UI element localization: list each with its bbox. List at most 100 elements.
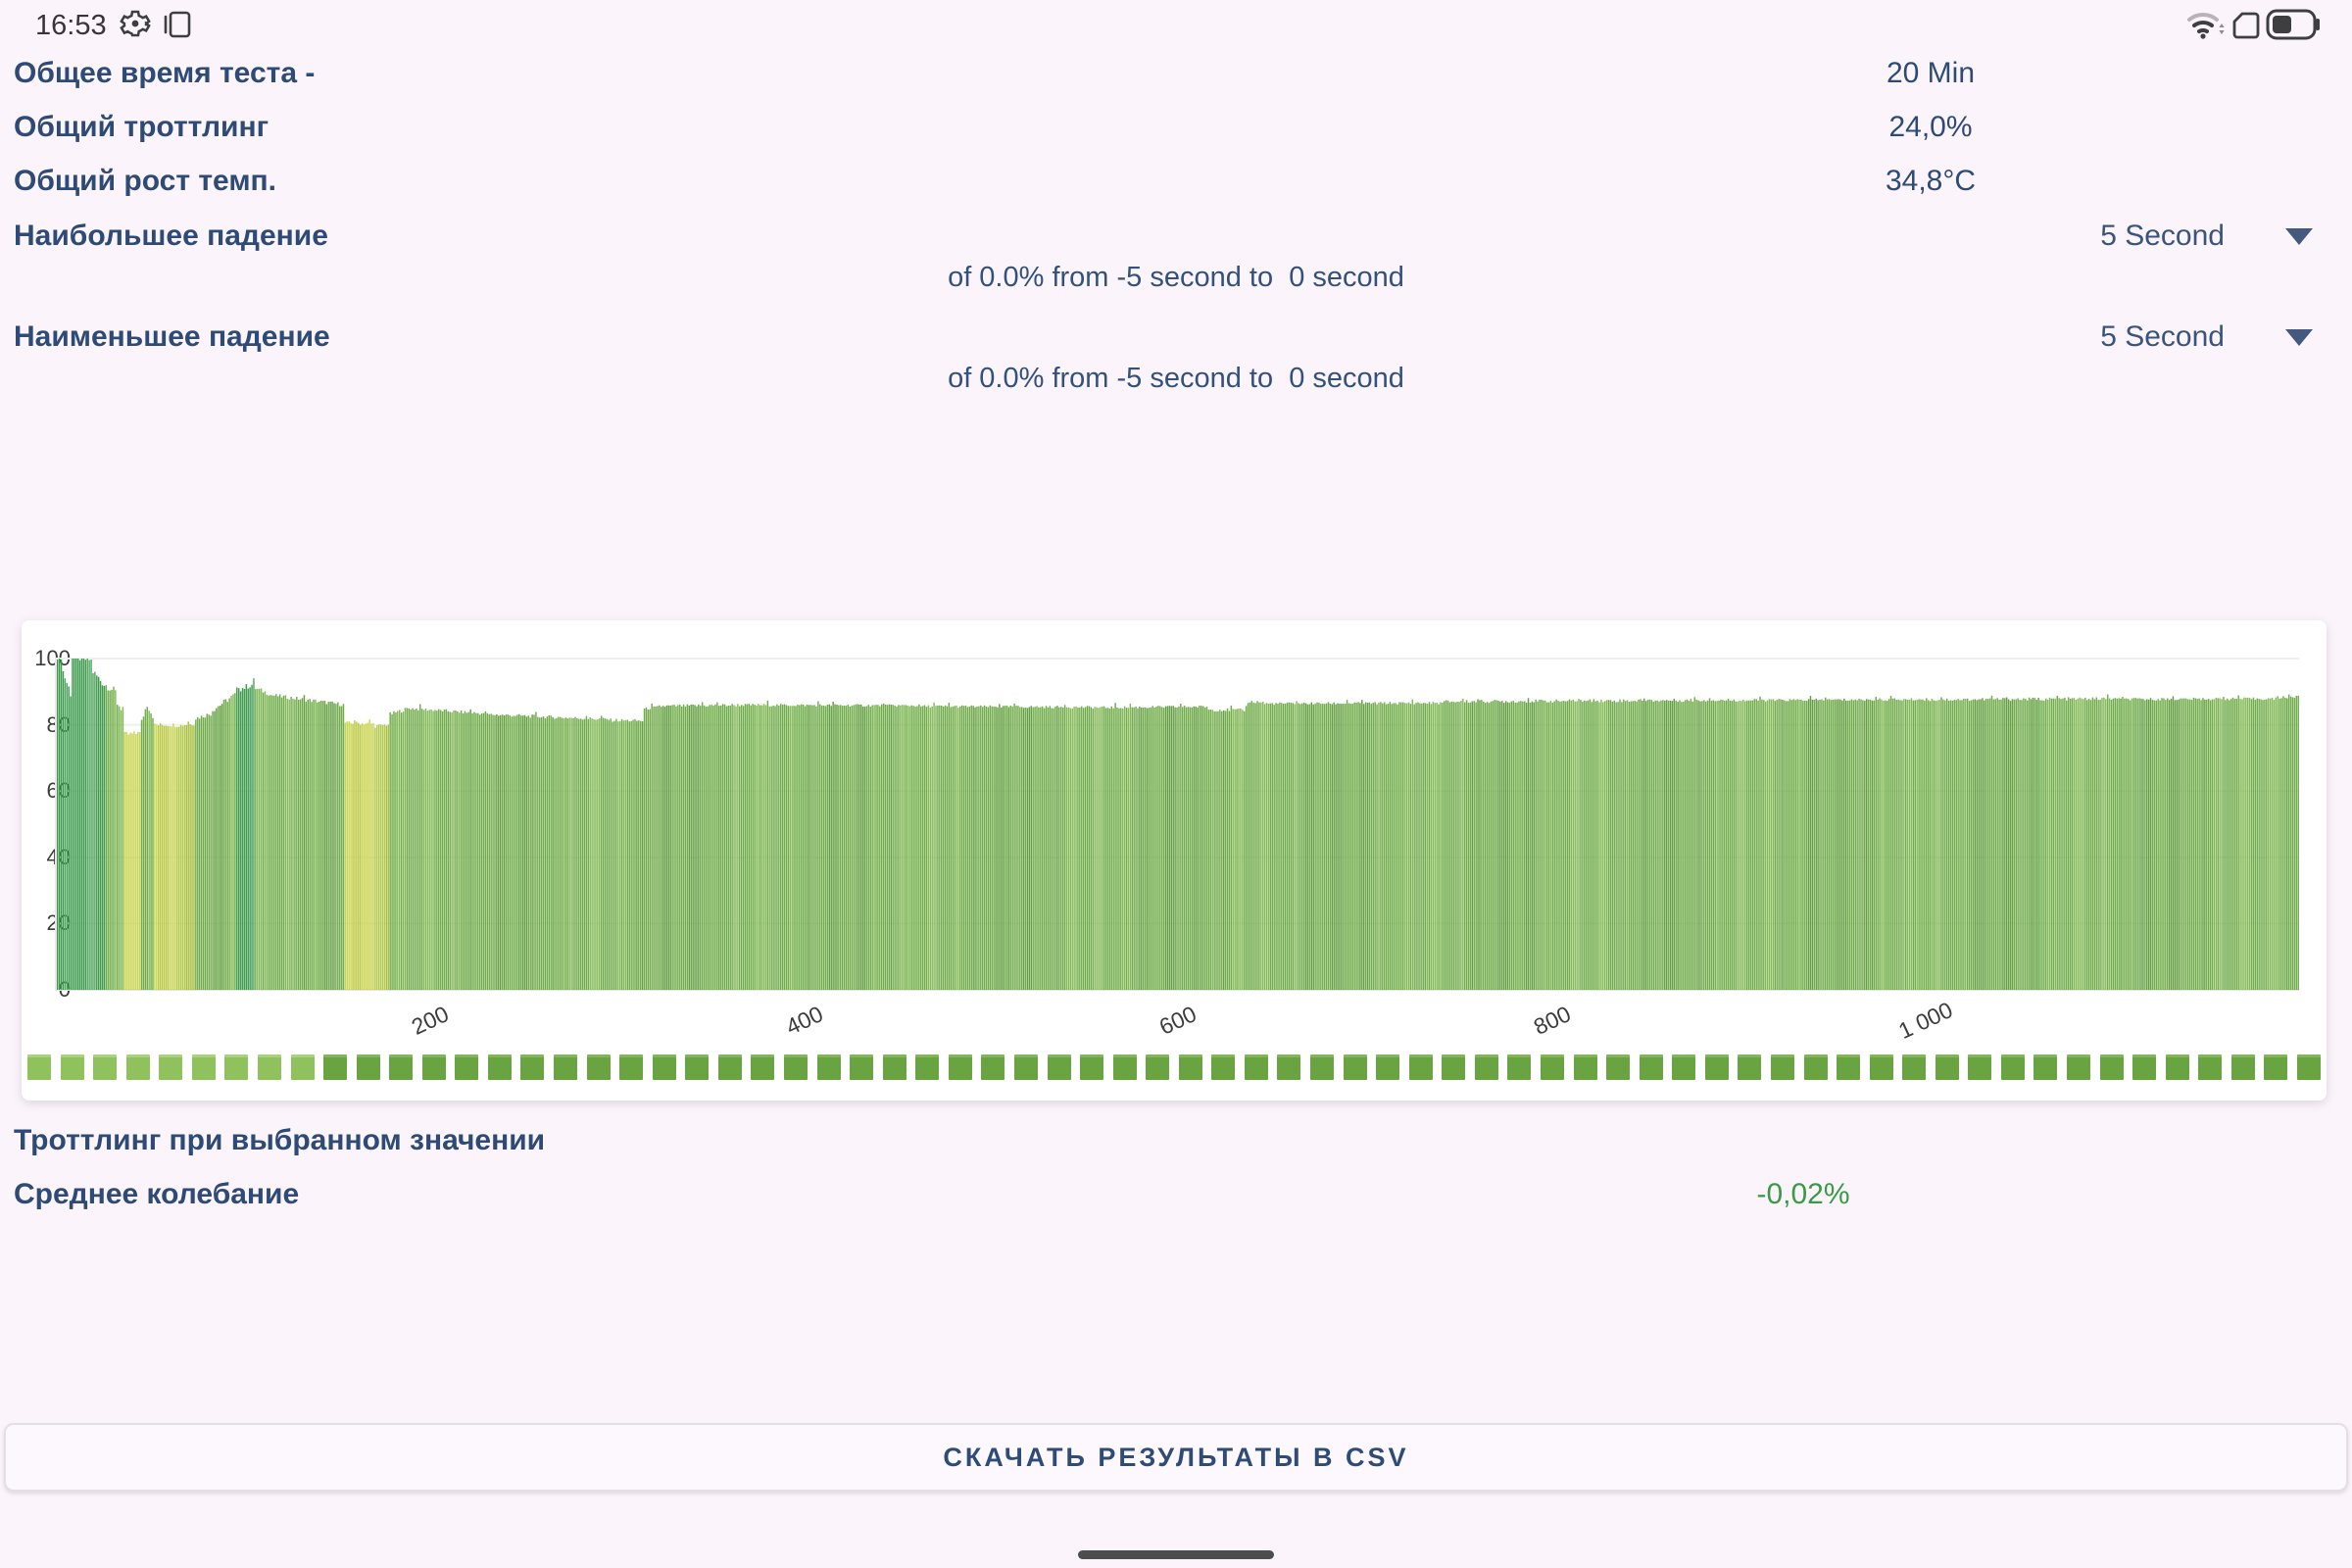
scrubber-square[interactable]: [586, 1054, 611, 1080]
scrubber-square[interactable]: [1408, 1054, 1433, 1080]
scrubber-square[interactable]: [1146, 1054, 1170, 1080]
scrubber-square[interactable]: [1507, 1054, 1532, 1080]
wifi-icon: [2185, 8, 2227, 46]
scrubber-square[interactable]: [1442, 1054, 1466, 1080]
scrubber-square[interactable]: [1606, 1054, 1631, 1080]
scrubber-square[interactable]: [1869, 1054, 1893, 1080]
scrubber-square[interactable]: [60, 1054, 84, 1080]
scrubber-square[interactable]: [2198, 1054, 2223, 1080]
scrubber-square[interactable]: [1178, 1054, 1202, 1080]
scrubber-square[interactable]: [1080, 1054, 1104, 1080]
chart-bar: [1058, 707, 1060, 990]
scrubber-square[interactable]: [1541, 1054, 1564, 1080]
chart-bar: [2110, 699, 2113, 990]
scrubber-square[interactable]: [1376, 1054, 1400, 1080]
scrubber-square[interactable]: [1474, 1054, 1498, 1080]
scrubber-square[interactable]: [2099, 1054, 2124, 1080]
chart-bar: [1679, 700, 1681, 990]
chart-bar: [2146, 699, 2148, 990]
scrubber-square[interactable]: [1112, 1054, 1137, 1080]
scrubber-square[interactable]: [421, 1054, 446, 1080]
scrubber-square[interactable]: [1704, 1054, 1729, 1080]
scrubber-square[interactable]: [2297, 1054, 2321, 1080]
scrubber-square[interactable]: [1211, 1054, 1236, 1080]
scrubber-square[interactable]: [2000, 1054, 2025, 1080]
scrubber-square[interactable]: [1738, 1054, 1762, 1080]
scrubber-square[interactable]: [751, 1054, 775, 1080]
chart-bar: [851, 706, 853, 990]
scrubber-square[interactable]: [2165, 1054, 2189, 1080]
scrubber-square[interactable]: [257, 1054, 281, 1080]
scrubber-square[interactable]: [455, 1054, 479, 1080]
scrubber-square[interactable]: [1277, 1054, 1301, 1080]
chart-bar: [1364, 702, 1367, 990]
scrubber-square[interactable]: [1310, 1054, 1335, 1080]
chart-bar: [1543, 700, 1544, 990]
scrubber-square[interactable]: [1639, 1054, 1663, 1080]
scrubber-square[interactable]: [816, 1054, 841, 1080]
chart-bar: [2198, 698, 2200, 990]
scrubber-square[interactable]: [1573, 1054, 1597, 1080]
download-csv-button[interactable]: СКАЧАТЬ РЕЗУЛЬТАТЫ В CSV: [4, 1423, 2348, 1492]
chart-bar: [1430, 704, 1433, 990]
scrubber-square[interactable]: [27, 1054, 51, 1080]
chart-bar: [1912, 700, 1915, 990]
scrubber-square[interactable]: [2264, 1054, 2288, 1080]
chart-bar: [1596, 700, 1598, 990]
chart-bar: [2079, 697, 2081, 990]
scrubber-square[interactable]: [619, 1054, 644, 1080]
chart-bar: [1587, 700, 1590, 990]
scrubber-square[interactable]: [2034, 1054, 2058, 1080]
scrubber-square[interactable]: [882, 1054, 906, 1080]
scrubber-square[interactable]: [1244, 1054, 1268, 1080]
scrubber-square[interactable]: [520, 1054, 545, 1080]
scrubber-square[interactable]: [2132, 1054, 2157, 1080]
scrubber-square[interactable]: [2067, 1054, 2091, 1080]
scrubber-square[interactable]: [981, 1054, 1005, 1080]
scrubber-square[interactable]: [652, 1054, 676, 1080]
scrubber-square[interactable]: [1672, 1054, 1696, 1080]
chart-bar: [226, 702, 228, 990]
scrubber-square[interactable]: [125, 1054, 150, 1080]
scrubber-square[interactable]: [915, 1054, 940, 1080]
scrubber-square[interactable]: [1935, 1054, 1959, 1080]
chart-bar: [1671, 701, 1674, 990]
scrubber-square[interactable]: [290, 1054, 315, 1080]
scrubber-square[interactable]: [1837, 1054, 1861, 1080]
scrubber-square[interactable]: [554, 1054, 578, 1080]
scrubber-square[interactable]: [191, 1054, 216, 1080]
scrubber-square[interactable]: [1047, 1054, 1071, 1080]
chart-bar: [273, 695, 275, 990]
scrubber-square[interactable]: [948, 1054, 972, 1080]
scrubber-square[interactable]: [323, 1054, 348, 1080]
scrubber-square[interactable]: [717, 1054, 742, 1080]
scrubber-square[interactable]: [1013, 1054, 1038, 1080]
scrubber-square[interactable]: [685, 1054, 710, 1080]
chart-bar: [2196, 699, 2198, 990]
chart-bar: [243, 688, 246, 990]
scrubber-square[interactable]: [850, 1054, 874, 1080]
biggest-drop-dropdown[interactable]: 5 Second: [2100, 220, 2313, 253]
scrubber-square[interactable]: [93, 1054, 118, 1080]
stat-value-total-time: 20 Min: [1886, 57, 1976, 89]
scrubber-square[interactable]: [389, 1054, 414, 1080]
scrubber-square[interactable]: [1343, 1054, 1367, 1080]
chart-plot[interactable]: [55, 657, 2299, 1000]
scrubber-square[interactable]: [224, 1054, 249, 1080]
chart-bar: [1794, 700, 1796, 990]
scrubber-square[interactable]: [159, 1054, 183, 1080]
chart-bar: [1106, 708, 1109, 990]
scrubber-square[interactable]: [2230, 1054, 2255, 1080]
scrubber-square[interactable]: [1803, 1054, 1828, 1080]
chart-bar: [2284, 697, 2286, 990]
scrubber-square[interactable]: [1902, 1054, 1927, 1080]
scrubber-square[interactable]: [487, 1054, 512, 1080]
gesture-bar[interactable]: [1078, 1550, 1274, 1559]
scrubber-square[interactable]: [356, 1054, 380, 1080]
chart-bar: [94, 671, 96, 990]
scrubber-square[interactable]: [1968, 1054, 1992, 1080]
scrubber-square[interactable]: [784, 1054, 808, 1080]
smallest-drop-dropdown[interactable]: 5 Second: [2100, 320, 2313, 354]
scrubber-square[interactable]: [1770, 1054, 1794, 1080]
chart-bar: [1182, 707, 1184, 990]
